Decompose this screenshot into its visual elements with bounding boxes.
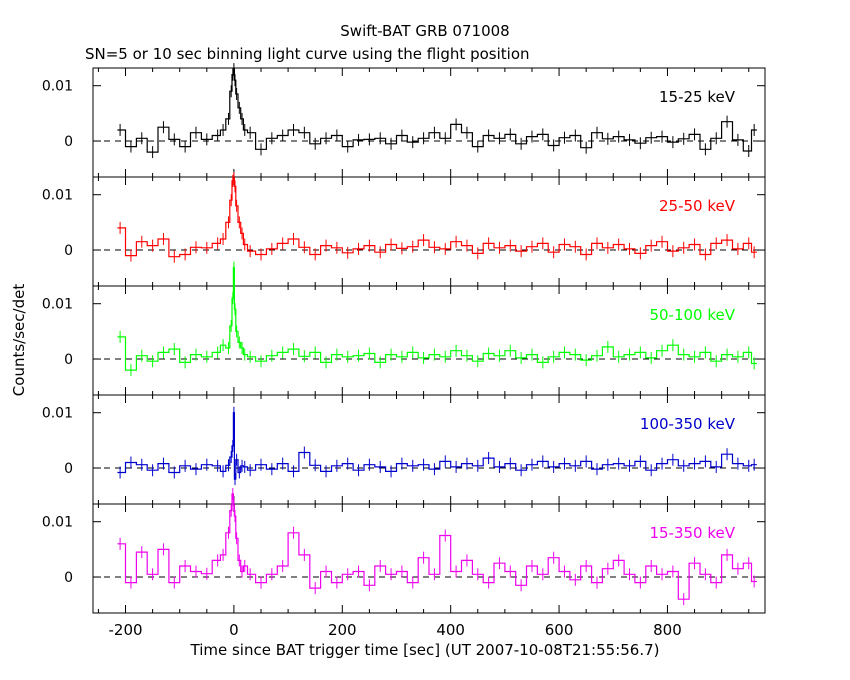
y-tick-label-1-1: 0.01 [42, 188, 73, 204]
series-line-4 [117, 493, 757, 600]
panel-label-0: 15-25 keV [659, 88, 736, 106]
x-tick-label-3: 400 [436, 621, 465, 639]
panel-frame-1 [92, 176, 766, 287]
panel-frame-2 [92, 285, 766, 396]
chart-subtitle: SN=5 or 10 sec binning light curve using… [85, 45, 530, 63]
panel-frame-4 [92, 503, 766, 614]
series-line-2 [117, 267, 757, 371]
x-axis-label: Time since BAT trigger time [sec] (UT 20… [190, 641, 660, 659]
y-tick-label-4-1: 0.01 [42, 515, 73, 531]
y-tick-label-4-0: 0 [64, 570, 73, 586]
panel-label-4: 15-350 keV [649, 524, 735, 542]
panel-label-1: 25-50 keV [659, 197, 736, 215]
y-tick-label-3-1: 0.01 [42, 406, 73, 422]
y-tick-label-3-0: 0 [64, 461, 73, 477]
series-line-3 [117, 412, 757, 480]
y-tick-label-2-0: 0 [64, 352, 73, 368]
panel-frame-3 [92, 394, 766, 505]
x-tick-label-0: -200 [108, 621, 142, 639]
x-tick-label-4: 600 [545, 621, 574, 639]
y-tick-label-1-0: 0 [64, 243, 73, 259]
panel-label-2: 50-100 keV [649, 306, 735, 324]
y-tick-label-0-1: 0.01 [42, 79, 73, 95]
panels: 0 0.01 15-25 keV 0 0.01 25-50 keV 0 0.01 50-100 … [42, 63, 766, 639]
panel-label-3: 100-350 keV [640, 415, 736, 433]
x-tick-label-5: 800 [653, 621, 682, 639]
series-line-0 [117, 68, 757, 153]
x-tick-label-1: 0 [229, 621, 239, 639]
chart-title: Swift-BAT GRB 071008 [340, 22, 509, 40]
panel-frame-0 [92, 67, 766, 178]
y-tick-label-2-1: 0.01 [42, 297, 73, 313]
series-line-1 [117, 177, 757, 258]
y-axis-label: Counts/sec/det [10, 284, 28, 397]
x-tick-label-2: 200 [328, 621, 357, 639]
y-tick-label-0-0: 0 [64, 134, 73, 150]
